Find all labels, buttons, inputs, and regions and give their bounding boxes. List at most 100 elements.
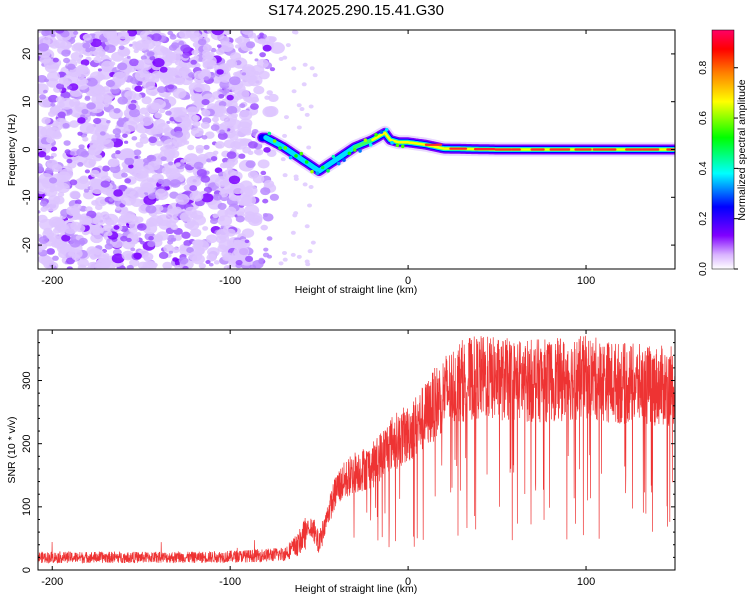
noise-blob	[218, 101, 227, 107]
noise-blob	[50, 64, 57, 69]
snr-ylabel: SNR (10 * v/v)	[6, 416, 18, 483]
noise-blob	[174, 162, 181, 167]
noise-blob	[51, 241, 60, 248]
noise-blob	[53, 195, 65, 205]
noise-blob	[263, 146, 271, 153]
noise-blob	[133, 49, 139, 54]
ridge-dot	[294, 154, 298, 158]
noise-blob	[215, 228, 229, 239]
noise-blob	[41, 30, 50, 37]
spectrogram-xlabel: Height of straight line (km)	[295, 284, 418, 296]
noise-blob	[57, 191, 65, 198]
noise-blob	[259, 52, 266, 58]
noise-blob	[50, 33, 56, 38]
y-tick-label: 100	[21, 498, 33, 516]
noise-blob	[142, 252, 154, 261]
noise-blob	[250, 103, 259, 110]
noise-blob	[82, 42, 91, 49]
ridge-dot	[374, 132, 378, 137]
noise-blob	[104, 243, 113, 250]
ridge-dot	[390, 140, 394, 145]
noise-blob	[229, 133, 239, 141]
noise-blob	[202, 44, 213, 52]
noise-blob	[241, 72, 247, 76]
noise-blob	[251, 217, 260, 224]
noise-blob	[139, 115, 154, 127]
noise-blob	[113, 107, 121, 114]
noise-blob	[240, 194, 257, 207]
noise-blob	[197, 38, 207, 46]
noise-blob	[95, 258, 111, 269]
noise-blob	[193, 161, 204, 170]
noise-blob	[191, 155, 197, 161]
noise-blob	[115, 150, 121, 155]
colorbar-ticks: 0.0 0.2 0.4 0.6 0.8	[698, 60, 738, 276]
ridge-dot	[272, 139, 277, 143]
noise-blob	[302, 62, 308, 67]
noise-blob	[124, 90, 137, 100]
noise-blob	[175, 193, 190, 205]
noise-blob	[61, 49, 71, 57]
noise-blob	[182, 265, 189, 269]
noise-blob	[155, 188, 167, 197]
noise-blob	[38, 178, 42, 183]
noise-blob	[126, 264, 134, 269]
noise-blob	[146, 217, 158, 227]
noise-blob	[309, 66, 315, 71]
noise-blob	[218, 93, 225, 99]
noise-blob	[196, 168, 207, 177]
noise-blob	[180, 62, 188, 68]
noise-blob	[90, 38, 102, 48]
noise-blob	[80, 151, 89, 158]
colorbar-tick-label: 0.8	[698, 60, 709, 74]
noise-blob	[49, 155, 54, 159]
ridge-dot	[331, 154, 336, 159]
noise-blob	[81, 108, 89, 115]
noise-blob	[62, 122, 70, 129]
noise-blob	[192, 239, 200, 247]
noise-blob	[128, 164, 134, 169]
noise-blob	[101, 139, 115, 150]
noise-blob	[296, 125, 302, 130]
noise-blob	[215, 143, 223, 149]
noise-blob	[203, 144, 210, 150]
noise-blob	[211, 30, 224, 36]
noise-blob	[211, 116, 219, 123]
noise-blob	[156, 122, 170, 133]
noise-blob	[181, 231, 191, 239]
noise-blob	[183, 240, 192, 247]
noise-blob	[178, 40, 185, 46]
noise-blob	[219, 129, 225, 134]
y-tick-label: -10	[21, 189, 33, 205]
noise-blob	[260, 224, 268, 231]
noise-blob	[290, 252, 296, 257]
noise-blob	[312, 73, 318, 78]
noise-blob	[293, 176, 299, 181]
noise-blob	[180, 44, 191, 53]
noise-blob	[81, 78, 89, 85]
noise-blob	[144, 261, 155, 269]
noise-blob	[126, 55, 131, 59]
noise-blob	[92, 85, 106, 95]
noise-blob	[122, 133, 128, 138]
noise-blob	[193, 83, 205, 93]
noise-blob	[266, 236, 273, 241]
noise-blob	[141, 182, 154, 192]
noise-blob	[149, 55, 156, 61]
colorbar: 0.0 0.2 0.4 0.6 0.8 Normalized spectral ampl…	[698, 29, 748, 276]
noise-blob	[69, 179, 78, 186]
noise-blob	[210, 124, 220, 131]
ridge-dot	[358, 149, 362, 153]
noise-blob	[86, 77, 98, 87]
noise-blob	[259, 35, 264, 40]
noise-blob	[170, 237, 177, 242]
noise-blob	[283, 115, 289, 120]
ridge-dot	[400, 144, 405, 149]
noise-blob	[95, 204, 103, 211]
noise-blob	[82, 33, 92, 41]
noise-blob	[156, 214, 172, 227]
noise-blob	[189, 185, 198, 192]
noise-blob	[134, 70, 150, 82]
noise-blob	[78, 144, 85, 150]
